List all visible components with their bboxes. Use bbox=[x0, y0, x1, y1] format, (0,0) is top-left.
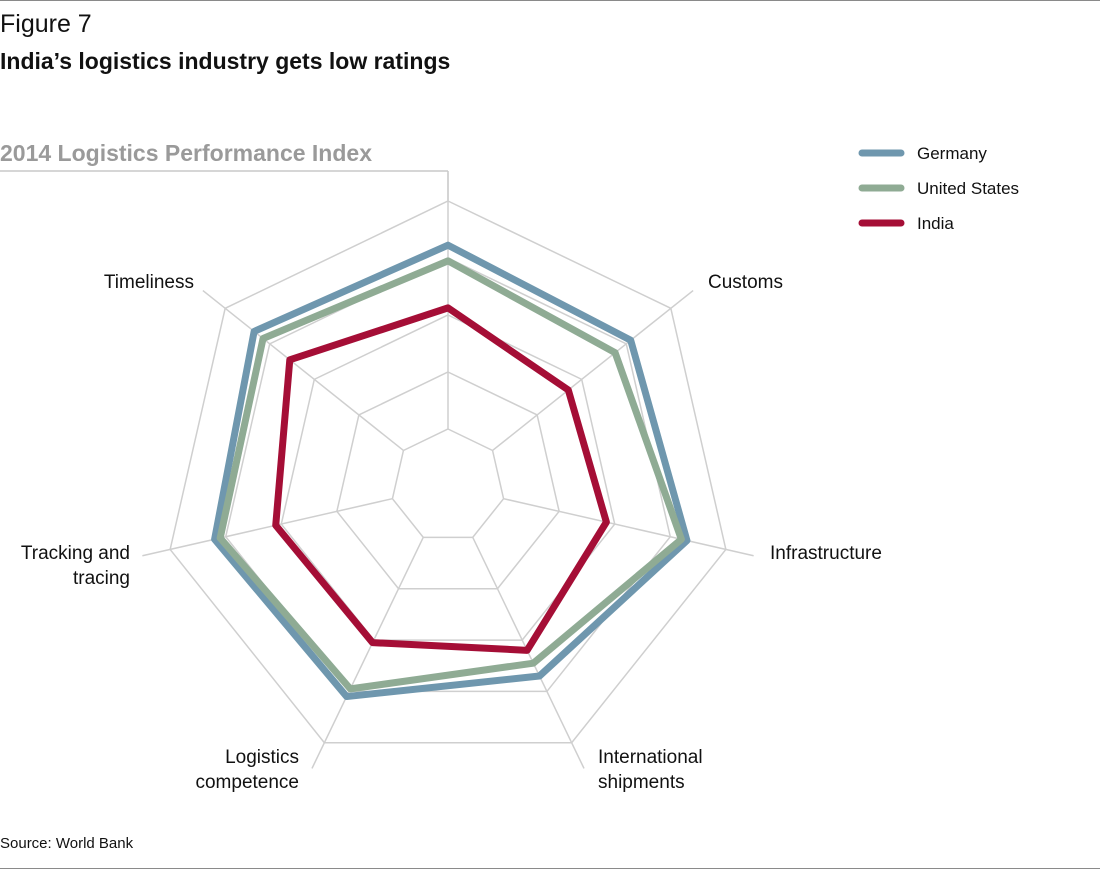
legend: Germany United States India bbox=[858, 144, 1019, 233]
axis-label-tracking-and-tracing: Tracking and tracing bbox=[21, 543, 130, 589]
grid-ring bbox=[224, 257, 672, 693]
chart-title: 2014 Logistics Performance Index bbox=[0, 140, 372, 166]
figure-label: Figure 7 bbox=[0, 10, 92, 38]
grid-spoke bbox=[202, 289, 404, 452]
source-note: Source: World Bank bbox=[0, 835, 134, 852]
bottom-rule bbox=[0, 868, 1100, 869]
radar-grid bbox=[142, 172, 754, 769]
series-united-states bbox=[216, 257, 685, 693]
grid-ring bbox=[280, 314, 616, 641]
axis-label-logistics-competence: Logistics competence bbox=[195, 747, 299, 793]
axis-label-infrastructure: Infrastructure bbox=[770, 543, 882, 564]
legend-label: India bbox=[917, 214, 954, 233]
chart-frame bbox=[0, 170, 449, 201]
axis-label-international-shipments: International shipments bbox=[598, 747, 703, 793]
radar-series bbox=[211, 241, 691, 701]
grid-ring bbox=[391, 428, 505, 539]
axis-label-customs: Customs bbox=[708, 272, 783, 293]
grid-spoke bbox=[492, 289, 694, 452]
top-rule bbox=[0, 0, 1100, 1]
grid-spoke bbox=[142, 497, 393, 557]
axis-label-timeliness: Timeliness bbox=[104, 272, 194, 293]
grid-spoke bbox=[503, 497, 754, 557]
grid-ring bbox=[169, 200, 727, 744]
figure-title: India’s logistics industry gets low rati… bbox=[0, 48, 451, 74]
legend-label: United States bbox=[917, 179, 1019, 198]
series-india bbox=[272, 304, 610, 654]
axis-labels: Customs Infrastructure International shipme… bbox=[21, 272, 882, 793]
grid-ring bbox=[336, 371, 560, 590]
series-germany bbox=[211, 241, 691, 701]
grid-spoke bbox=[311, 537, 424, 769]
legend-label: Germany bbox=[917, 144, 987, 163]
